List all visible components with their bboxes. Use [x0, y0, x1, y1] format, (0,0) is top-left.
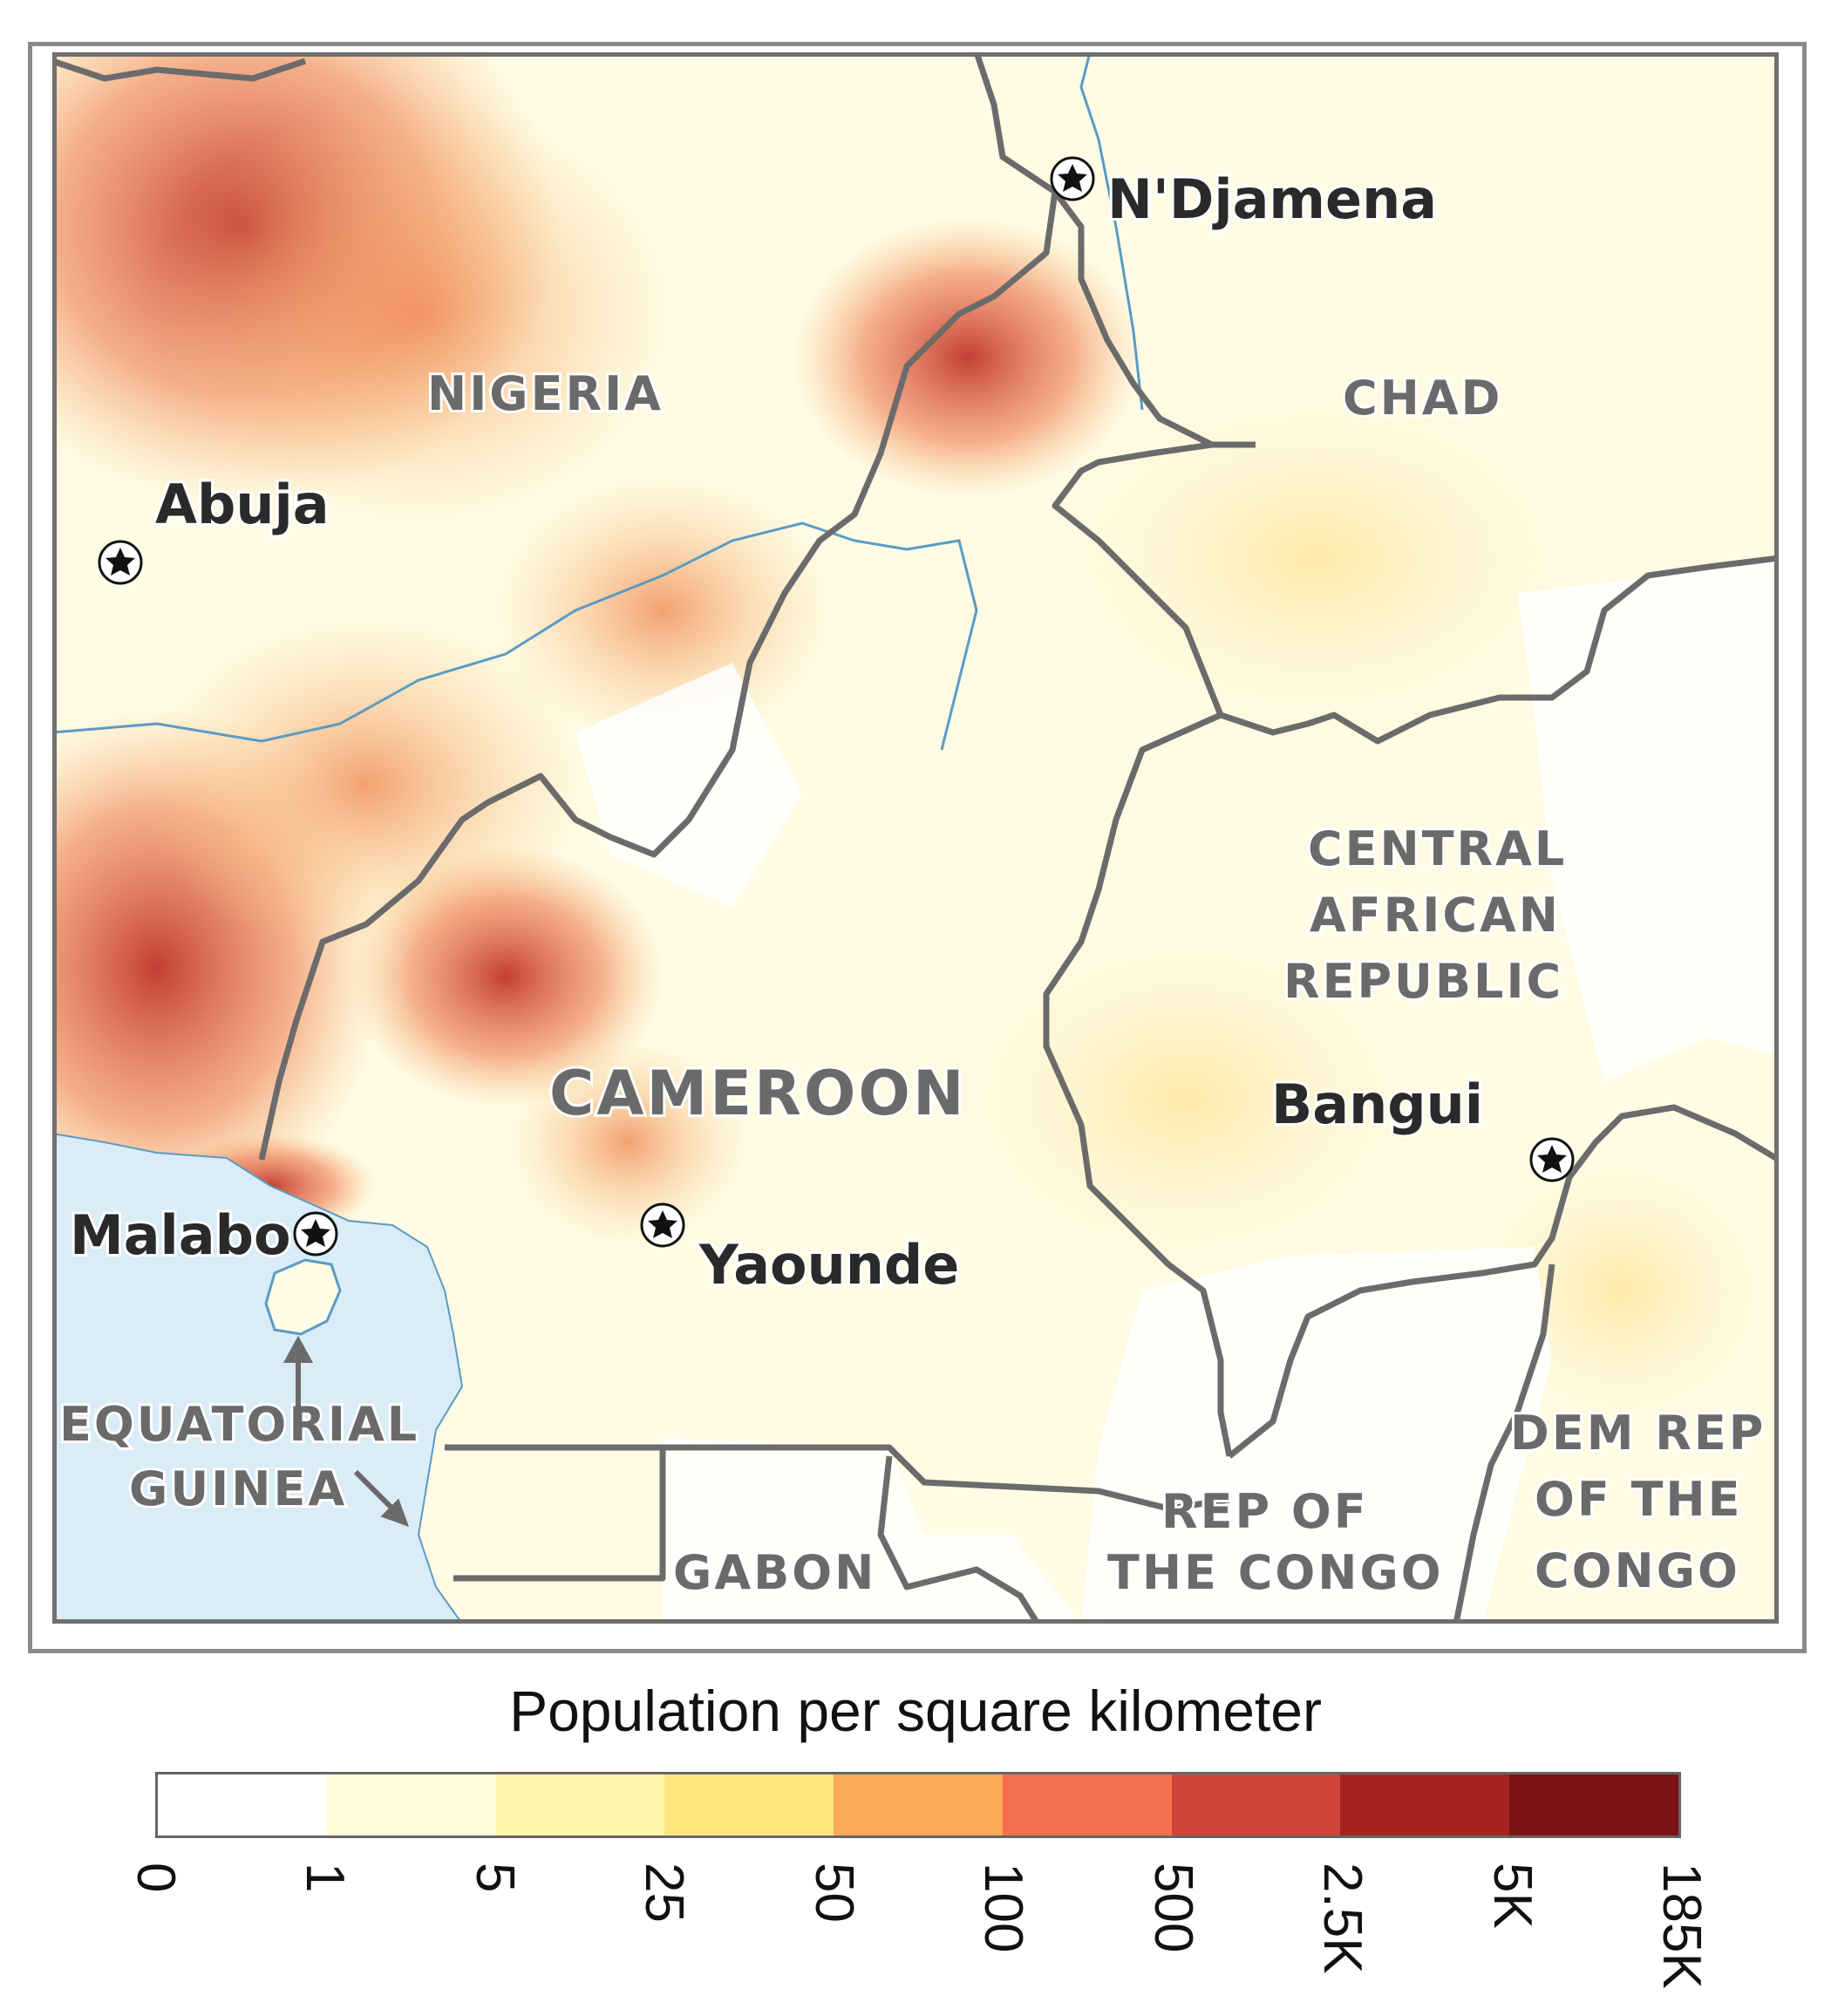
label-congo-line2: THE CONGO	[1107, 1545, 1444, 1600]
legend-swatch	[1002, 1774, 1172, 1836]
capital-star-yaounde	[640, 1202, 685, 1248]
city-label-abuja: Abuja	[155, 473, 330, 536]
population-density-map: NIGERIA CHAD CENTRAL AFRICAN REPUBLIC CA…	[52, 52, 1779, 1624]
legend-tick-label: 0	[126, 1863, 186, 1893]
legend-swatch	[834, 1774, 1003, 1836]
eq-guinea-arrow-diag	[353, 1469, 410, 1528]
capital-star-ndjamena	[1050, 156, 1095, 201]
label-gabon: GABON	[673, 1545, 876, 1600]
label-car-line1: CENTRAL	[1308, 821, 1567, 876]
legend-swatch	[1340, 1774, 1510, 1836]
legend-swatch	[495, 1774, 665, 1836]
label-drc-line2: OF THE	[1535, 1472, 1743, 1527]
legend-tick-label: 5	[464, 1863, 525, 1893]
legend-tick-label: 185K	[1651, 1863, 1712, 1989]
label-chad: CHAD	[1343, 371, 1502, 426]
legend-tick-label: 500	[1142, 1863, 1203, 1953]
density-shading	[52, 52, 1779, 1447]
legend-swatch	[664, 1774, 834, 1836]
label-drc-line3: CONGO	[1535, 1543, 1740, 1598]
legend-swatch	[326, 1774, 496, 1836]
legend-color-bar	[155, 1772, 1681, 1838]
legend-swatch	[1509, 1774, 1679, 1836]
city-label-ndjamena: N'Djamena	[1107, 167, 1437, 231]
legend-swatch	[1171, 1774, 1341, 1836]
city-label-malabo: Malabo	[70, 1203, 291, 1267]
legend-swatch	[158, 1774, 327, 1836]
legend-tick-label: 2.5K	[1312, 1863, 1373, 1974]
legend-tick-label: 50	[803, 1863, 864, 1923]
legend-tick-label: 1	[295, 1863, 356, 1893]
label-car-line2: AFRICAN	[1310, 888, 1561, 943]
label-eq-guinea-line2: GUINEA	[129, 1461, 347, 1516]
bioko-island	[264, 1258, 342, 1336]
capital-star-malabo	[293, 1211, 338, 1257]
legend-tick-label: 25	[634, 1863, 695, 1923]
capital-star-abuja	[98, 540, 143, 585]
label-nigeria: NIGERIA	[427, 366, 664, 421]
rivers	[52, 52, 1144, 751]
eq-guinea-arrow-up	[282, 1335, 314, 1413]
atlantic-ocean	[52, 1132, 464, 1624]
label-congo-line1: REP OF	[1161, 1484, 1369, 1539]
label-car-line3: REPUBLIC	[1283, 954, 1563, 1009]
capital-star-bangui	[1529, 1137, 1575, 1182]
low-density-zones	[575, 558, 1779, 1624]
label-eq-guinea-line1: EQUATORIAL	[59, 1397, 419, 1452]
legend-tick-label: 5K	[1481, 1863, 1542, 1929]
city-label-bangui: Bangui	[1271, 1073, 1483, 1136]
city-label-yaounde: Yaounde	[698, 1233, 959, 1297]
legend-title: Population per square kilometer	[509, 1679, 1322, 1743]
legend-tick-label: 100	[973, 1863, 1034, 1953]
country-borders	[52, 52, 1779, 1624]
label-drc-line1: DEM REP	[1510, 1406, 1766, 1461]
label-cameroon: CAMEROON	[549, 1058, 967, 1129]
